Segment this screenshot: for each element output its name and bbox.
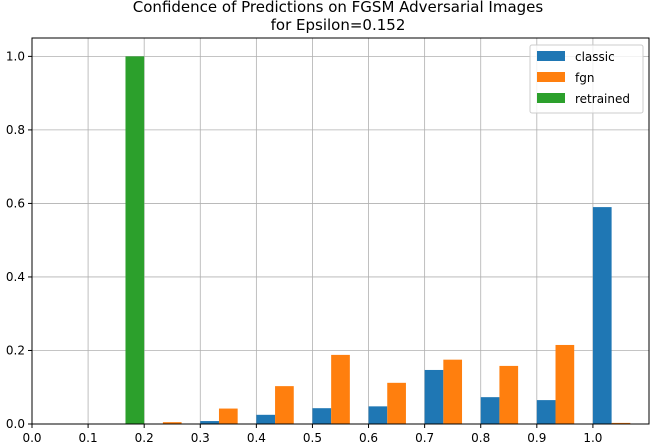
legend-swatch-fgn (537, 72, 565, 82)
bar-fgn (443, 359, 463, 424)
bar-fgn (331, 354, 350, 424)
chart-subtitle: for Epsilon=0.152 (271, 16, 406, 34)
legend-swatch-classic (537, 51, 565, 61)
bar-classic (592, 207, 612, 424)
bar-classic (536, 400, 556, 424)
x-tick-label: 0.0 (22, 431, 41, 444)
x-tick-label: 0.2 (135, 431, 154, 444)
bar-fgn (499, 365, 519, 424)
bar-retrained (125, 56, 145, 424)
chart-title: Confidence of Predictions on FGSM Advers… (133, 0, 544, 16)
bar-classic (256, 414, 276, 424)
bar-classic (312, 408, 332, 424)
legend-swatch-retrained (537, 93, 565, 103)
bar-fgn (275, 386, 294, 424)
legend-label-retrained: retrained (575, 92, 630, 106)
bar-fgn (611, 422, 631, 424)
bar-fgn (218, 408, 238, 424)
bar-fgn (555, 344, 575, 424)
x-tick-label: 0.7 (415, 431, 434, 444)
bar-fgn (162, 422, 182, 424)
axis-ticks: 0.0 0.1 0.2 0.3 0.4 0.5 0.6 0.7 0.8 0.9 1.0 0.0 0.2 0… (6, 49, 603, 444)
bar-classic (200, 421, 219, 424)
y-tick-label: 1.0 (6, 49, 25, 63)
x-tick-label: 0.4 (247, 431, 266, 444)
x-tick-label: 0.1 (79, 431, 98, 444)
y-tick-label: 0.2 (6, 343, 25, 357)
x-tick-label: 0.6 (359, 431, 378, 444)
y-tick-label: 0.0 (6, 417, 25, 431)
x-tick-label: 1.0 (583, 431, 602, 444)
y-tick-label: 0.4 (6, 270, 25, 284)
x-tick-label: 0.3 (191, 431, 210, 444)
x-tick-label: 0.8 (471, 431, 490, 444)
x-tick-label: 0.9 (527, 431, 546, 444)
bar-classic (368, 406, 388, 424)
legend-label-fgn: fgn (575, 71, 594, 85)
x-tick-label: 0.5 (303, 431, 322, 444)
bar-classic (424, 369, 444, 424)
legend: classic fgn retrained (529, 44, 644, 114)
plot-frame (31, 37, 650, 425)
y-tick-label: 0.8 (6, 123, 25, 137)
y-tick-label: 0.6 (6, 196, 25, 210)
bar-fgn (387, 382, 406, 424)
bars (125, 56, 631, 424)
bar-classic (480, 397, 500, 424)
legend-label-classic: classic (575, 50, 615, 64)
